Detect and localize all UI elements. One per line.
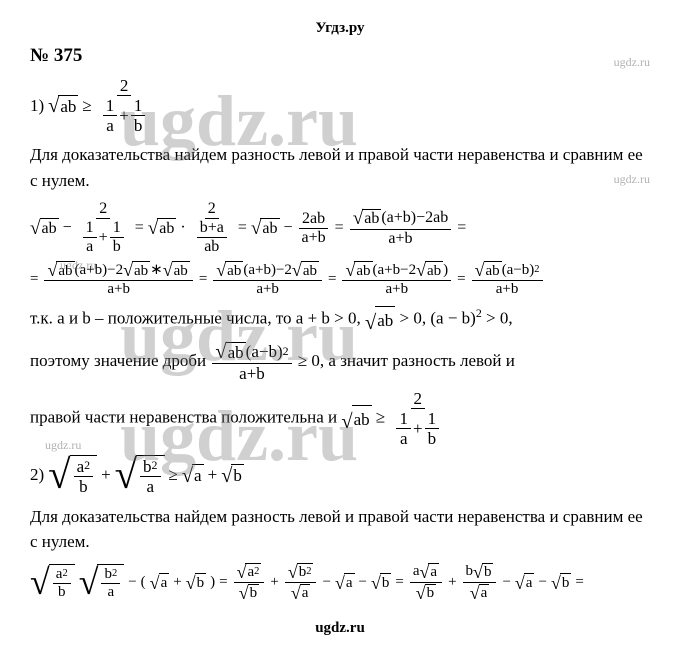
conclusion-fraction: поэтому значение дроби √ab (a−b)2 a+b ≥ … <box>30 342 650 382</box>
rhs-fraction: 2 1a + 1b <box>98 77 151 134</box>
proof-intro-1: Для доказательства найдем разность левой… <box>30 142 650 193</box>
derivation-line-3: √ a2b √ b2a − ( √a + √b ) = √a2 √b + √b2… <box>30 563 650 602</box>
label-1: 1) <box>30 96 44 116</box>
derivation-line-1: √ab − 2 1a + 1b = √ab · 2 b+aab = √ab − … <box>30 201 650 255</box>
conclusion-signs: т.к. a и b – положительные числа, то a +… <box>30 305 650 334</box>
statement-1: 1) √ab ≥ 2 1a + 1b <box>30 77 650 134</box>
problem-number: № 375 <box>30 45 650 67</box>
sqrt-ab: √ab <box>48 95 78 117</box>
site-footer: ugdz.ru <box>30 620 650 637</box>
conclusion-final-1: правой части неравенства положительна и … <box>30 390 650 447</box>
derivation-line-2: = √ab (a+b)−2 √ab ∗ √ab a+b = √ab (a+b)−… <box>30 261 650 297</box>
label-2: 2) <box>30 465 44 485</box>
proof-intro-2: Для доказательства найдем разность левой… <box>30 504 650 555</box>
statement-2: 2) √ a2b + √ b2a ≥ √a + √b <box>30 455 650 496</box>
site-header: Угдз.ру <box>30 20 650 37</box>
ge-sign: ≥ <box>82 96 91 116</box>
